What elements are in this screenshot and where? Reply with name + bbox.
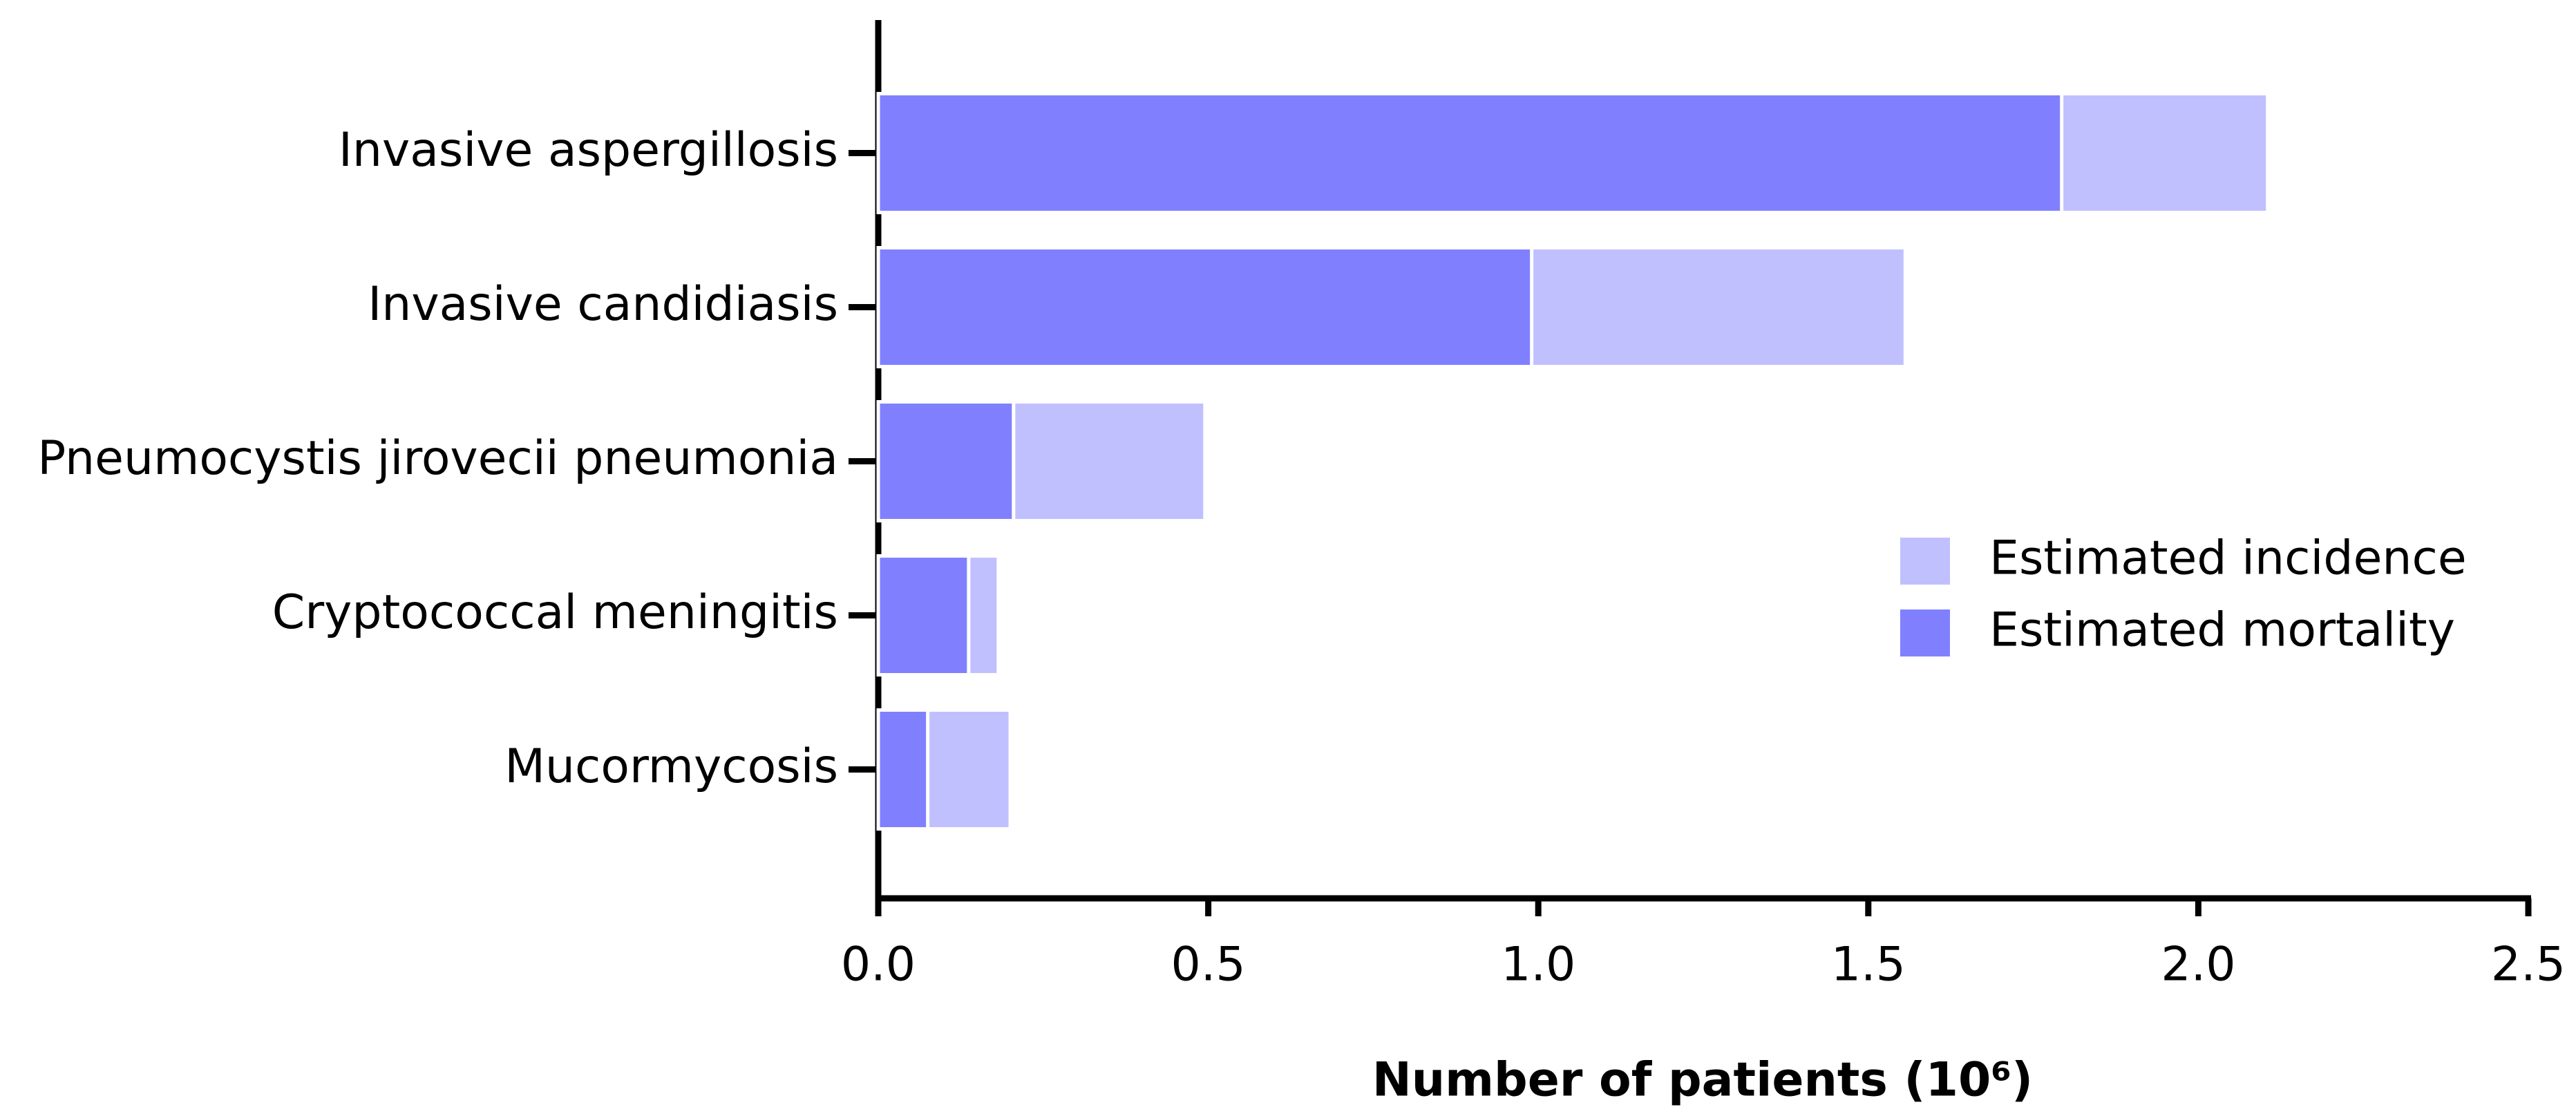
x-tick-label: 1.5	[1831, 938, 1906, 992]
legend-swatch	[1900, 609, 1950, 656]
legend-label: Estimated incidence	[1989, 531, 2467, 586]
y-tick-label: Mucormycosis	[504, 739, 838, 794]
x-tick-label: 2.5	[2491, 938, 2566, 992]
bar	[876, 92, 2064, 214]
y-tick-label: Cryptococcal meningitis	[272, 585, 838, 640]
x-tick-label: 2.0	[2161, 938, 2235, 992]
legend-swatch	[1900, 538, 1950, 585]
x-tick-label: 0.5	[1171, 938, 1246, 992]
legend-label: Estimated mortality	[1989, 603, 2455, 658]
bar	[876, 708, 930, 831]
x-tick-label: 1.0	[1501, 938, 1575, 992]
bar	[876, 400, 1016, 522]
y-tick-label: Pneumocystis jirovecii pneumonia	[37, 431, 838, 486]
bar	[876, 554, 971, 677]
y-tick-label: Invasive candidiasis	[368, 277, 838, 332]
x-tick-label: 0.0	[841, 938, 916, 992]
x-axis-label: Number of patients (10⁶)	[1372, 1053, 2033, 1108]
bar	[876, 246, 1534, 368]
y-tick-label: Invasive aspergillosis	[339, 123, 838, 178]
